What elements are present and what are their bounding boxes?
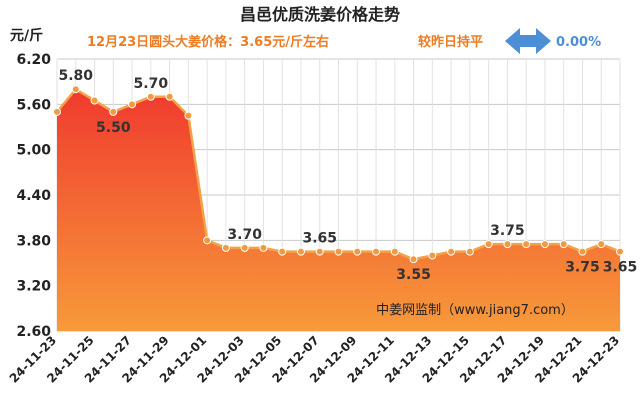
chart-title: 昌邑优质洗姜价格走势	[240, 5, 400, 24]
data-point	[484, 240, 493, 249]
y-axis-ticks: 2.60 3.20 3.80 4.40 5.00 5.60 6.20	[16, 52, 51, 340]
data-point	[390, 247, 399, 256]
data-point	[259, 243, 268, 252]
price-area	[57, 89, 620, 331]
data-point	[221, 243, 230, 252]
data-point	[503, 240, 512, 249]
data-label: 3.75	[565, 260, 600, 276]
y-tick-label: 5.60	[16, 97, 51, 113]
data-point	[559, 240, 568, 249]
watermark: 中姜网监制（www.jiang7.com）	[376, 303, 574, 318]
data-point	[71, 85, 80, 94]
data-point	[109, 107, 118, 116]
data-label: 3.70	[227, 227, 262, 243]
data-point	[578, 247, 587, 256]
data-point	[334, 247, 343, 256]
data-point	[409, 255, 418, 264]
double-arrow-icon	[505, 28, 551, 54]
data-point	[315, 247, 324, 256]
y-tick-label: 2.60	[16, 324, 51, 340]
data-point	[522, 240, 531, 249]
data-point	[616, 247, 624, 256]
data-point	[128, 100, 137, 109]
data-point	[428, 251, 437, 260]
x-axis-ticks: 24-11-2324-11-2524-11-2724-11-2924-12-01…	[7, 333, 622, 385]
data-label: 5.80	[58, 68, 93, 84]
data-label: 3.75	[490, 223, 525, 239]
data-label: 5.70	[134, 76, 169, 92]
data-label: 3.65	[603, 260, 638, 276]
trend-label: 较昨日持平	[418, 34, 483, 50]
data-point	[447, 247, 456, 256]
data-point	[203, 236, 212, 245]
data-point	[353, 247, 362, 256]
data-label: 3.65	[302, 231, 337, 247]
data-point	[465, 247, 474, 256]
data-point	[296, 247, 305, 256]
data-label: 5.50	[96, 120, 131, 136]
data-point	[165, 92, 174, 101]
data-point	[53, 107, 61, 116]
y-tick-label: 5.00	[16, 143, 51, 159]
y-tick-label: 3.20	[16, 279, 51, 295]
data-point	[90, 96, 99, 105]
chart-subtitle: 12月23日圆头大姜价格：3.65元/斤左右	[87, 34, 329, 50]
data-point	[540, 240, 549, 249]
y-axis-label: 元/斤	[10, 27, 43, 44]
data-point	[146, 92, 155, 101]
data-point	[278, 247, 287, 256]
data-point	[240, 243, 249, 252]
plot-area: 5.805.505.703.70 3.653.553.753.75 3.65	[53, 68, 638, 331]
data-point	[184, 111, 193, 120]
y-tick-label: 3.80	[16, 233, 51, 249]
y-tick-label: 6.20	[16, 52, 51, 68]
data-point	[597, 240, 606, 249]
data-label: 3.55	[396, 267, 431, 283]
trend-value: 0.00%	[556, 35, 601, 50]
y-tick-label: 4.40	[16, 188, 51, 204]
data-point	[372, 247, 381, 256]
